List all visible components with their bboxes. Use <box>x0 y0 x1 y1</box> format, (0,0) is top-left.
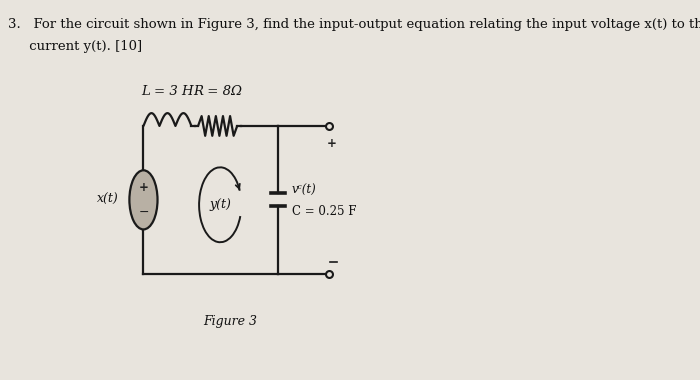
Text: L = 3 H: L = 3 H <box>141 86 194 98</box>
Text: y(t): y(t) <box>209 198 231 211</box>
Ellipse shape <box>130 170 158 230</box>
Text: +: + <box>139 181 148 194</box>
Text: +: + <box>327 137 337 150</box>
Text: −: − <box>138 206 148 219</box>
Text: x(t): x(t) <box>97 193 119 206</box>
Text: 3.   For the circuit shown in Figure 3, find the input-output equation relating : 3. For the circuit shown in Figure 3, fi… <box>8 17 700 30</box>
Text: vᶜ(t): vᶜ(t) <box>292 184 316 196</box>
Text: current y(t). [10]: current y(t). [10] <box>8 40 142 53</box>
Text: Figure 3: Figure 3 <box>203 315 257 328</box>
Text: R = 8Ω: R = 8Ω <box>193 86 242 98</box>
Text: C = 0.25 F: C = 0.25 F <box>292 205 356 218</box>
